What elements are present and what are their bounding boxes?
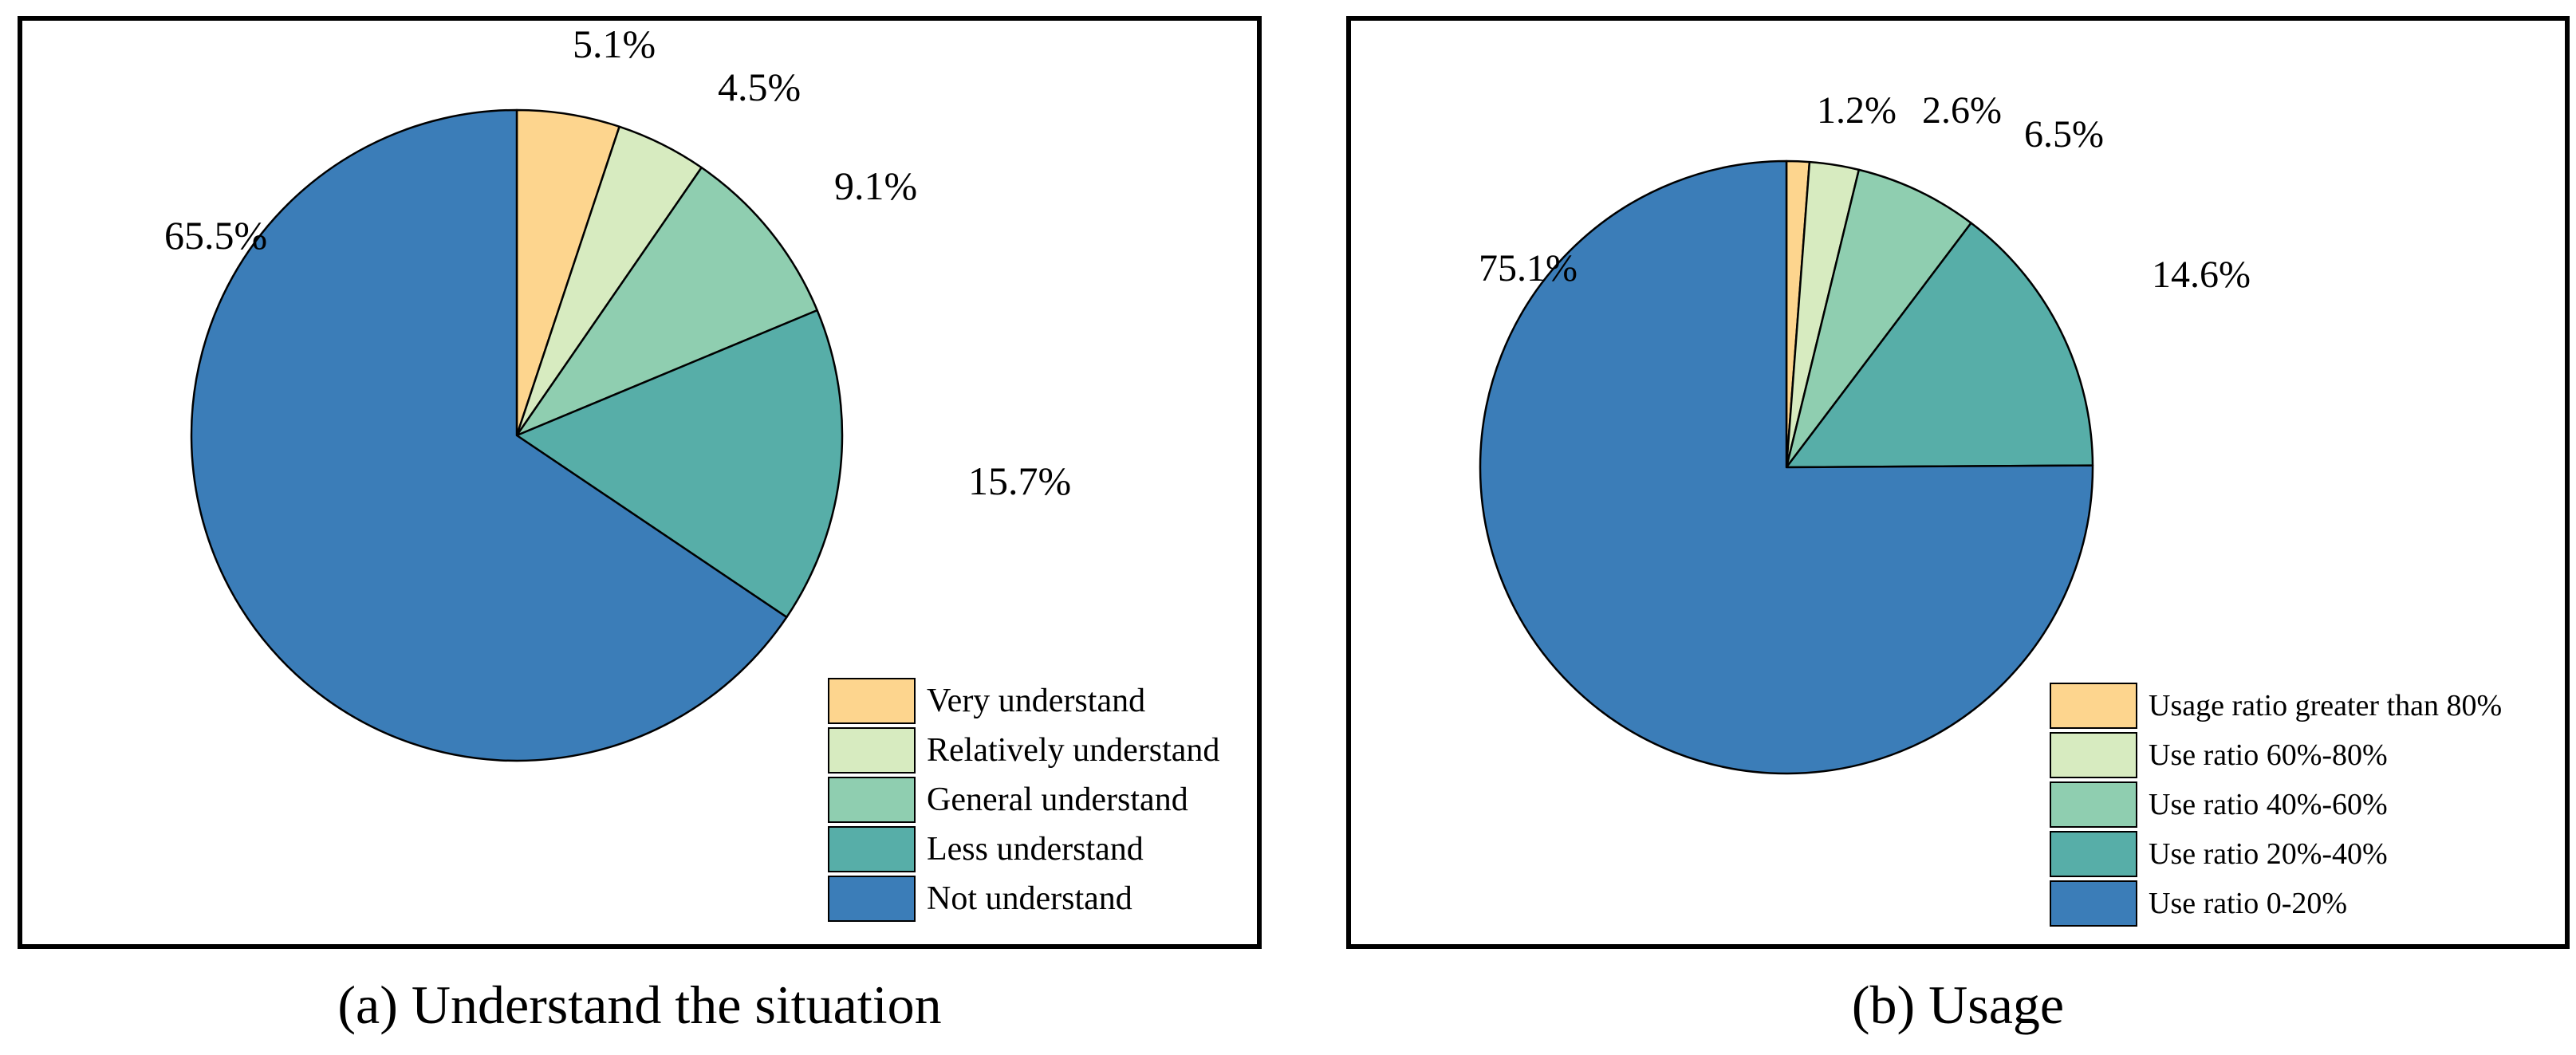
legend-label: Relatively understand — [927, 732, 1220, 769]
legend-item-3: Use ratio 40%-60% — [2050, 780, 2502, 829]
legend-swatch — [2050, 880, 2137, 927]
legend-item-2: Use ratio 60%-80% — [2050, 730, 2502, 780]
legend-item-5: Use ratio 0-20% — [2050, 879, 2502, 928]
legend-swatch — [828, 678, 916, 724]
legend-item-2: Relatively understand — [828, 726, 1219, 775]
pie-slice-3 — [515, 166, 818, 437]
pie-slice-3 — [1785, 168, 1972, 469]
slice-value-label-2: 4.5% — [718, 65, 801, 109]
legend-item-1: Very understand — [828, 676, 1219, 726]
slice-value-label-5: 75.1% — [1479, 247, 1578, 289]
caption-b: (b) Usage — [1851, 974, 2065, 1035]
legend-swatch — [2050, 781, 2137, 828]
legend-swatch — [2050, 732, 2137, 778]
legend-b: Usage ratio greater than 80% Use ratio 60… — [2050, 681, 2502, 928]
legend-swatch — [2050, 831, 2137, 877]
legend-swatch — [828, 876, 916, 922]
legend-a: Very understand Relatively understand Gene… — [828, 676, 1219, 923]
slice-value-label-4: 14.6% — [2152, 254, 2251, 296]
legend-item-1: Usage ratio greater than 80% — [2050, 681, 2502, 730]
legend-label: General understand — [927, 781, 1188, 818]
legend-swatch — [828, 727, 916, 774]
legend-label: Very understand — [927, 683, 1146, 719]
legend-item-4: Use ratio 20%-40% — [2050, 829, 2502, 879]
legend-swatch — [2050, 683, 2137, 729]
pie-slice-5 — [1479, 159, 2094, 775]
legend-item-5: Not understand — [828, 874, 1219, 923]
legend-label: Use ratio 20%-40% — [2149, 837, 2388, 871]
legend-label: Use ratio 0-20% — [2149, 887, 2348, 920]
pie-chart-b: 1.2% 2.6% 6.5% 14.6% 75.1% — [1479, 89, 2251, 775]
legend-swatch — [828, 777, 916, 823]
legend-item-4: Less understand — [828, 825, 1219, 874]
legend-label: Usage ratio greater than 80% — [2149, 689, 2503, 722]
chart-panel-a: 5.1% 4.5% 9.1% 15.7% 65.5% Very understand Re… — [18, 16, 1262, 949]
pie-chart-a: 5.1% 4.5% 9.1% 15.7% 65.5% — [164, 22, 1071, 762]
slice-value-label-1: 1.2% — [1817, 89, 1897, 132]
pie-slice-4 — [1785, 222, 2094, 469]
legend-item-3: General understand — [828, 775, 1219, 825]
legend-label: Less understand — [927, 831, 1144, 868]
slice-value-label-1: 5.1% — [573, 22, 656, 66]
legend-label: Use ratio 40%-60% — [2149, 788, 2388, 821]
legend-label: Use ratio 60%-80% — [2149, 738, 2388, 772]
legend-swatch — [828, 826, 916, 872]
slice-value-label-2: 2.6% — [1922, 89, 2002, 132]
caption-a: (a) Understand the situation — [337, 974, 942, 1035]
pie-slice-4 — [515, 309, 844, 619]
pie-slice-5 — [190, 108, 788, 762]
slice-value-label-4: 15.7% — [968, 459, 1071, 503]
legend-label: Not understand — [927, 880, 1132, 917]
chart-panel-b: 1.2% 2.6% 6.5% 14.6% 75.1% Usage ratio great… — [1346, 16, 2570, 949]
slice-value-label-5: 65.5% — [164, 213, 267, 258]
slice-value-label-3: 9.1% — [834, 163, 917, 208]
slice-value-label-3: 6.5% — [2024, 113, 2104, 155]
